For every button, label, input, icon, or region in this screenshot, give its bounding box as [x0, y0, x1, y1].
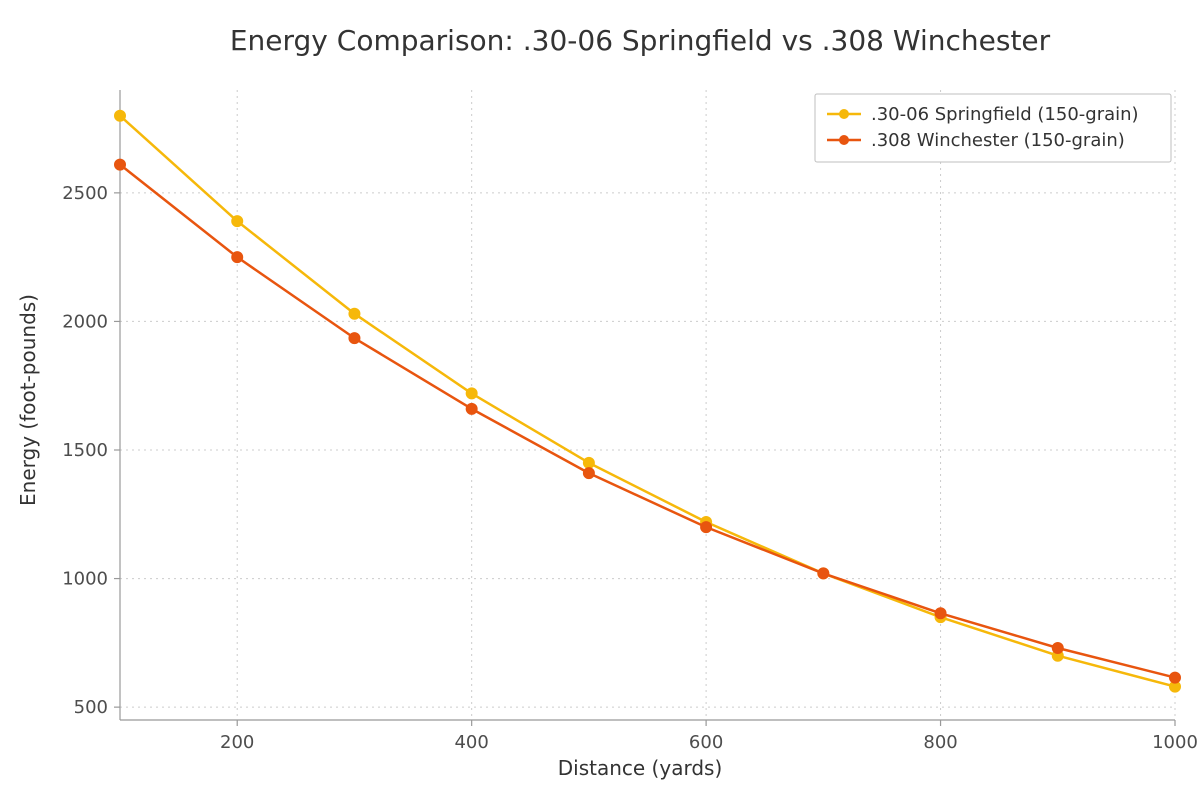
series-marker-1	[1052, 643, 1063, 654]
y-axis-label: Energy (foot-pounds)	[16, 294, 40, 506]
series-marker-0	[583, 457, 594, 468]
x-tick-label: 800	[923, 732, 957, 753]
x-tick-label: 600	[689, 732, 723, 753]
series-marker-1	[115, 159, 126, 170]
series-marker-0	[349, 308, 360, 319]
series-marker-1	[935, 608, 946, 619]
series-marker-1	[349, 333, 360, 344]
series-marker-1	[1170, 672, 1181, 683]
series-marker-1	[232, 252, 243, 263]
x-tick-label: 400	[454, 732, 488, 753]
legend-label: .308 Winchester (150-grain)	[871, 130, 1125, 151]
series-marker-1	[701, 522, 712, 533]
x-tick-label: 200	[220, 732, 254, 753]
y-tick-label: 1000	[62, 569, 108, 590]
x-tick-label: 1000	[1152, 732, 1198, 753]
series-marker-1	[818, 568, 829, 579]
series-marker-0	[232, 216, 243, 227]
x-axis-label: Distance (yards)	[558, 756, 723, 780]
series-marker-1	[466, 403, 477, 414]
chart-svg: Energy Comparison: .30-06 Springfield vs…	[0, 0, 1200, 800]
legend-label: .30-06 Springfield (150-grain)	[871, 104, 1139, 125]
chart-title: Energy Comparison: .30-06 Springfield vs…	[230, 24, 1051, 57]
y-tick-label: 1500	[62, 440, 108, 461]
legend-swatch-marker	[839, 135, 849, 145]
chart-container: Energy Comparison: .30-06 Springfield vs…	[0, 0, 1200, 800]
y-tick-label: 500	[74, 697, 108, 718]
series-marker-0	[115, 110, 126, 121]
y-tick-label: 2000	[62, 311, 108, 332]
series-marker-0	[466, 388, 477, 399]
legend: .30-06 Springfield (150-grain) .308 Winch…	[815, 94, 1171, 162]
legend-swatch-marker	[839, 109, 849, 119]
y-tick-label: 2500	[62, 183, 108, 204]
series-marker-1	[583, 468, 594, 479]
